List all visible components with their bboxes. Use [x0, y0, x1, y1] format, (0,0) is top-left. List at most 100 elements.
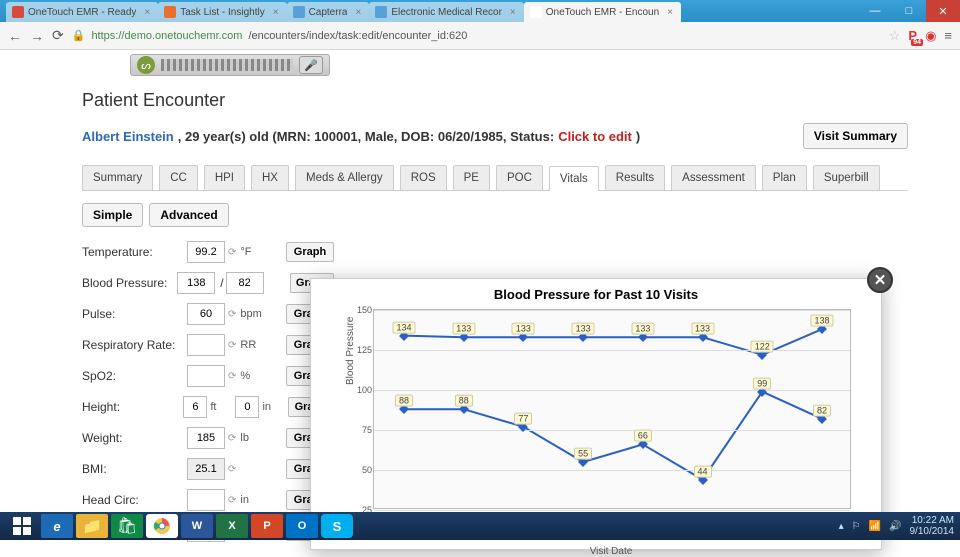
excel-icon[interactable]: X: [216, 514, 248, 538]
pinterest-round-icon[interactable]: ◉: [925, 28, 936, 44]
vital-input[interactable]: [226, 272, 264, 294]
store-icon[interactable]: 🛍: [111, 514, 143, 538]
patient-name[interactable]: Albert Einstein: [82, 129, 174, 144]
window-max[interactable]: □: [892, 0, 926, 22]
vital-input[interactable]: [187, 489, 225, 511]
refresh-icon[interactable]: ⟳: [228, 371, 236, 382]
data-label: 82: [813, 404, 831, 416]
nav-fwd-icon[interactable]: →: [30, 28, 44, 44]
vital-label: BMI:: [82, 462, 187, 476]
vital-unit: in: [262, 401, 287, 413]
mic-icon[interactable]: 🎤: [299, 56, 323, 74]
vital-input[interactable]: [187, 334, 225, 356]
visit-summary-button[interactable]: Visit Summary: [803, 123, 908, 149]
ie-icon[interactable]: e: [41, 514, 73, 538]
tray-network-icon[interactable]: 📶: [869, 521, 881, 532]
tab-hx[interactable]: HX: [251, 165, 289, 190]
data-label: 66: [634, 430, 652, 442]
tab-ros[interactable]: ROS: [400, 165, 447, 190]
y-tick: 75: [352, 425, 372, 435]
tab-hpi[interactable]: HPI: [204, 165, 245, 190]
data-label: 88: [455, 395, 473, 407]
tray-up-icon[interactable]: ▴: [839, 521, 844, 532]
close-icon[interactable]: ✕: [867, 267, 893, 293]
window-close[interactable]: ✕: [926, 0, 960, 22]
browser-tab[interactable]: Electronic Medical Recor×: [369, 2, 523, 22]
tab-pe[interactable]: PE: [453, 165, 490, 190]
refresh-icon[interactable]: ⟳: [228, 340, 236, 351]
refresh-icon[interactable]: ⟳: [228, 495, 236, 506]
vital-label: Respiratory Rate:: [82, 338, 187, 352]
data-label: 44: [694, 465, 712, 477]
chrome-icon[interactable]: [146, 514, 178, 538]
data-label: 99: [753, 377, 771, 389]
tab-summary[interactable]: Summary: [82, 165, 153, 190]
patient-info: , 29 year(s) old (MRN: 100001, Male, DOB…: [178, 129, 554, 144]
vital-input[interactable]: [187, 427, 225, 449]
address-bar[interactable]: 🔒 https://demo.onetouchemr.com/encounter…: [72, 29, 881, 42]
tab-close-icon[interactable]: ×: [144, 7, 150, 18]
refresh-icon[interactable]: ⟳: [228, 433, 236, 444]
url-host: https://demo.onetouchemr.com: [91, 30, 242, 42]
refresh-icon[interactable]: ⟳: [228, 247, 236, 258]
tab-poc[interactable]: POC: [496, 165, 543, 190]
window-min[interactable]: —: [858, 0, 892, 22]
vital-label: Blood Pressure:: [82, 276, 177, 290]
data-label: 133: [572, 323, 595, 335]
tab-medsallergy[interactable]: Meds & Allergy: [295, 165, 394, 190]
vital-input[interactable]: [187, 303, 225, 325]
simple-button[interactable]: Simple: [82, 203, 143, 227]
vital-unit: RR: [240, 339, 266, 351]
tab-plan[interactable]: Plan: [762, 165, 807, 190]
vital-unit: in: [240, 494, 266, 506]
tab-close-icon[interactable]: ×: [667, 7, 673, 18]
x-axis-label: Visit Date: [590, 546, 633, 557]
refresh-icon[interactable]: ⟳: [228, 464, 236, 475]
start-button[interactable]: [6, 514, 38, 538]
vital-label: Head Circ:: [82, 493, 187, 507]
vital-unit: %: [240, 370, 266, 382]
vital-label: Temperature:: [82, 245, 187, 259]
vital-input[interactable]: [187, 365, 225, 387]
browser-tab[interactable]: Task List - Insightly×: [158, 2, 286, 22]
bookmark-icon[interactable]: ☆: [889, 28, 901, 44]
chrome-menu-icon[interactable]: ≡: [944, 28, 952, 43]
refresh-icon[interactable]: ⟳: [228, 309, 236, 320]
vital-input[interactable]: [177, 272, 215, 294]
tab-close-icon[interactable]: ×: [355, 7, 361, 18]
graph-button[interactable]: Graph: [286, 242, 334, 262]
tab-results[interactable]: Results: [605, 165, 665, 190]
vital-input: [187, 458, 225, 480]
explorer-icon[interactable]: 📁: [76, 514, 108, 538]
skype-icon[interactable]: S: [321, 514, 353, 538]
vital-input[interactable]: [187, 241, 225, 263]
powerpoint-icon[interactable]: P: [251, 514, 283, 538]
chart-title: Blood Pressure for Past 10 Visits: [311, 279, 881, 304]
data-label: 122: [751, 340, 774, 352]
tab-assessment[interactable]: Assessment: [671, 165, 756, 190]
browser-tab[interactable]: Capterra×: [287, 2, 370, 22]
dictation-widget[interactable]: ᔕ 🎤: [130, 54, 330, 76]
tab-superbill[interactable]: Superbill: [813, 165, 880, 190]
data-label: 133: [631, 323, 654, 335]
browser-tab[interactable]: OneTouch EMR - Encoun×: [524, 2, 681, 22]
tab-cc[interactable]: CC: [159, 165, 198, 190]
clock[interactable]: 10:22 AM 9/10/2014: [910, 515, 955, 537]
pinterest-icon[interactable]: P94: [908, 28, 917, 43]
vital-input[interactable]: [183, 396, 207, 418]
status-edit-link[interactable]: Click to edit: [558, 129, 632, 144]
lock-icon: 🔒: [72, 29, 86, 42]
tray-sound-icon[interactable]: 🔊: [889, 521, 901, 532]
browser-tab[interactable]: OneTouch EMR - Ready×: [6, 2, 158, 22]
word-icon[interactable]: W: [181, 514, 213, 538]
outlook-icon[interactable]: O: [286, 514, 318, 538]
audio-level: [161, 59, 293, 71]
nav-back-icon[interactable]: ←: [8, 28, 22, 44]
tab-close-icon[interactable]: ×: [273, 7, 279, 18]
tab-close-icon[interactable]: ×: [510, 7, 516, 18]
advanced-button[interactable]: Advanced: [149, 203, 228, 227]
nav-reload-icon[interactable]: ⟳: [52, 27, 64, 44]
tray-flag-icon[interactable]: ⚐: [852, 521, 861, 532]
tab-vitals[interactable]: Vitals: [549, 166, 599, 191]
vital-input[interactable]: [235, 396, 259, 418]
